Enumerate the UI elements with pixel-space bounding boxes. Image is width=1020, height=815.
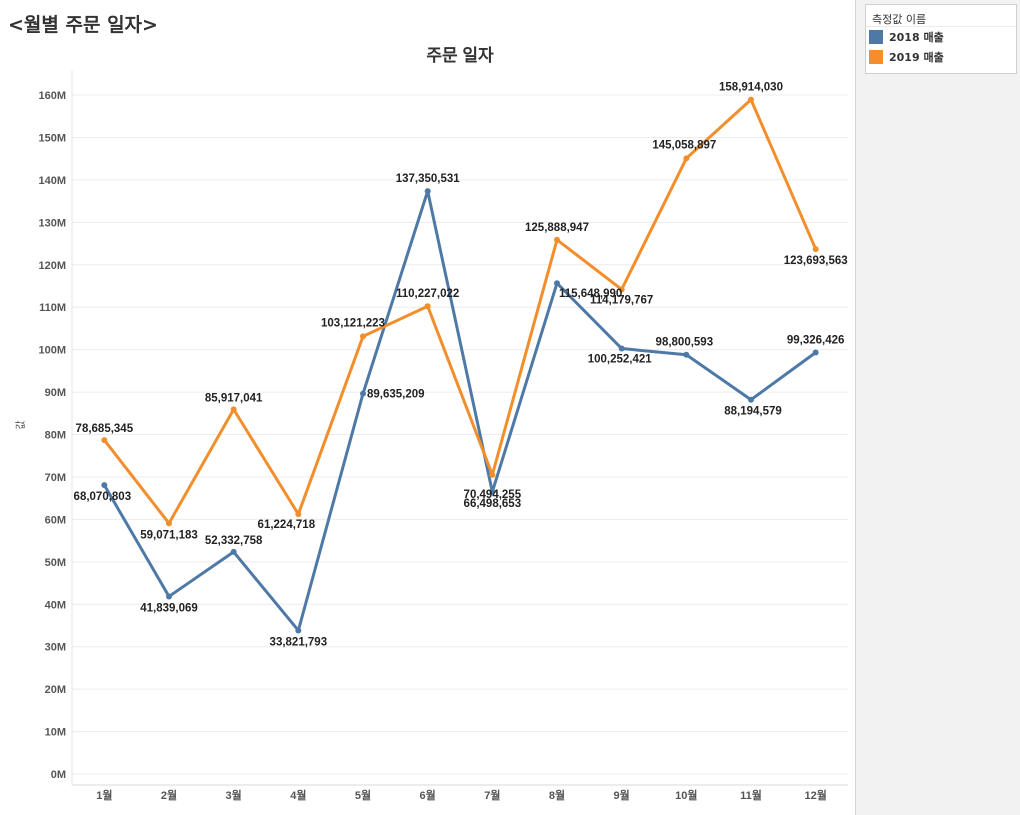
axes: 0M 10M 20M 30M 40M 50M 60M 70M 80M 90M 100M 110M 120… xyxy=(38,70,848,802)
y-tick-label: 40M xyxy=(45,599,66,611)
data-point-2018 xyxy=(812,349,819,356)
data-label-2019: 114,179,767 xyxy=(590,294,653,306)
data-labels: 68,070,803 41,839,069 52,332,758 33,821,793… xyxy=(74,82,848,649)
x-tick-label: 7월 xyxy=(484,788,500,802)
y-tick-label: 70M xyxy=(45,472,66,484)
y-tick-label: 10M xyxy=(45,727,66,739)
data-point-2018 xyxy=(424,188,431,195)
data-point-2019 xyxy=(554,236,560,243)
data-label-2018: 88,194,579 xyxy=(724,406,782,418)
legend-label-2018: 2018 매출 xyxy=(889,31,944,44)
data-point-2019 xyxy=(618,286,625,293)
data-point-2019 xyxy=(683,155,690,162)
data-label-2018: 99,326,426 xyxy=(787,334,845,346)
data-label-2019: 61,224,718 xyxy=(258,519,316,531)
legend-swatch-2019 xyxy=(869,50,883,64)
y-tick-label: 30M xyxy=(45,642,66,654)
data-point-2019 xyxy=(489,471,496,478)
y-tick-label: 130M xyxy=(38,217,66,229)
data-point-2019 xyxy=(812,246,819,253)
legend-item-2018[interactable]: 2018 매출 xyxy=(866,27,1016,47)
data-point-2018 xyxy=(748,396,754,403)
data-point-2019 xyxy=(424,303,431,310)
data-label-2019: 70,494,255 xyxy=(464,489,522,501)
y-tick-label: 100M xyxy=(38,345,66,357)
x-tick-label: 1월 xyxy=(96,788,112,802)
legend-swatch-2018 xyxy=(869,30,883,44)
data-label-2019: 123,693,563 xyxy=(784,255,848,267)
data-point-2019 xyxy=(360,333,366,340)
data-label-2019: 78,685,345 xyxy=(76,423,134,435)
data-label-2019: 145,058,897 xyxy=(652,139,716,151)
data-point-2019 xyxy=(101,437,108,444)
data-label-2018: 89,635,209 xyxy=(367,389,425,401)
data-label-2019: 110,227,022 xyxy=(396,288,459,300)
data-point-2018 xyxy=(166,593,172,600)
x-tick-label: 5월 xyxy=(355,788,371,802)
legend-label-2019: 2019 매출 xyxy=(889,51,944,64)
x-tick-label: 9월 xyxy=(614,788,630,802)
x-tick-label: 10월 xyxy=(675,788,697,802)
data-point-2018 xyxy=(554,280,560,287)
series-line-2019 xyxy=(102,98,818,525)
chart-panel: <월별 주문 일자> 주문 일자 값 0M 10M 20M 30M 40M 50M 60M 7… xyxy=(0,0,856,815)
data-point-2018 xyxy=(360,390,366,397)
y-tick-label: 110M xyxy=(39,302,66,314)
x-tick-label: 3월 xyxy=(226,788,242,802)
data-label-2018: 68,070,803 xyxy=(74,491,132,503)
gridlines xyxy=(72,94,848,775)
y-tick-label: 0M xyxy=(51,769,66,781)
series-line-2018 xyxy=(102,189,818,632)
data-label-2019: 103,121,223 xyxy=(321,317,385,329)
x-tick-label: 2월 xyxy=(161,788,177,802)
x-tick-label: 8월 xyxy=(549,788,565,802)
y-tick-label: 20M xyxy=(45,684,66,696)
series xyxy=(101,96,819,634)
data-label-2018: 98,800,593 xyxy=(656,337,714,349)
y-tick-label: 50M xyxy=(45,557,66,569)
data-label-2019: 59,071,183 xyxy=(140,529,198,541)
data-point-2019 xyxy=(166,520,172,527)
x-tick-label: 11월 xyxy=(740,788,762,802)
data-point-2018 xyxy=(230,548,237,555)
sheet-title: <월별 주문 일자> xyxy=(8,14,158,36)
data-point-2018 xyxy=(489,488,496,495)
data-label-2019: 125,888,947 xyxy=(525,222,589,234)
data-label-2018: 41,839,069 xyxy=(140,602,198,614)
data-point-2018 xyxy=(101,482,108,489)
data-label-2018: 52,332,758 xyxy=(205,535,263,547)
x-tick-label: 12월 xyxy=(804,788,826,802)
x-tick-label: 4월 xyxy=(290,788,306,802)
data-point-2019 xyxy=(295,511,302,518)
legend-item-2019[interactable]: 2019 매출 xyxy=(866,47,1016,67)
data-label-2019: 158,914,030 xyxy=(719,82,783,94)
y-tick-label: 140M xyxy=(38,175,66,187)
data-point-2018 xyxy=(683,351,690,358)
legend-title: 측정값 이름 xyxy=(866,5,1016,27)
legend: 측정값 이름 2018 매출 2019 매출 xyxy=(865,4,1017,74)
data-label-2018: 115,648,990 xyxy=(559,288,622,300)
data-point-2019 xyxy=(230,406,237,413)
y-tick-label: 160M xyxy=(38,90,66,102)
x-tick-label: 6월 xyxy=(420,788,436,802)
data-point-2018 xyxy=(618,345,625,352)
data-label-2018: 66,498,653 xyxy=(464,498,522,510)
chart-title: 주문 일자 xyxy=(426,46,494,65)
y-axis-label: 값 xyxy=(15,420,27,429)
line-chart: 주문 일자 값 0M 10M 20M 30M 40M 50M 60M 70M 80M 90M 100… xyxy=(15,46,848,802)
y-tick-label: 150M xyxy=(38,132,66,144)
data-label-2018: 100,252,421 xyxy=(588,354,653,366)
y-tick-label: 60M xyxy=(45,514,66,526)
data-label-2018: 33,821,793 xyxy=(270,636,328,648)
y-tick-label: 90M xyxy=(45,387,66,399)
y-tick-label: 120M xyxy=(38,260,66,272)
data-label-2018: 137,350,531 xyxy=(396,173,461,185)
data-point-2018 xyxy=(295,627,302,634)
data-point-2019 xyxy=(748,96,754,103)
data-label-2019: 85,917,041 xyxy=(205,392,263,404)
y-tick-label: 80M xyxy=(45,430,66,442)
